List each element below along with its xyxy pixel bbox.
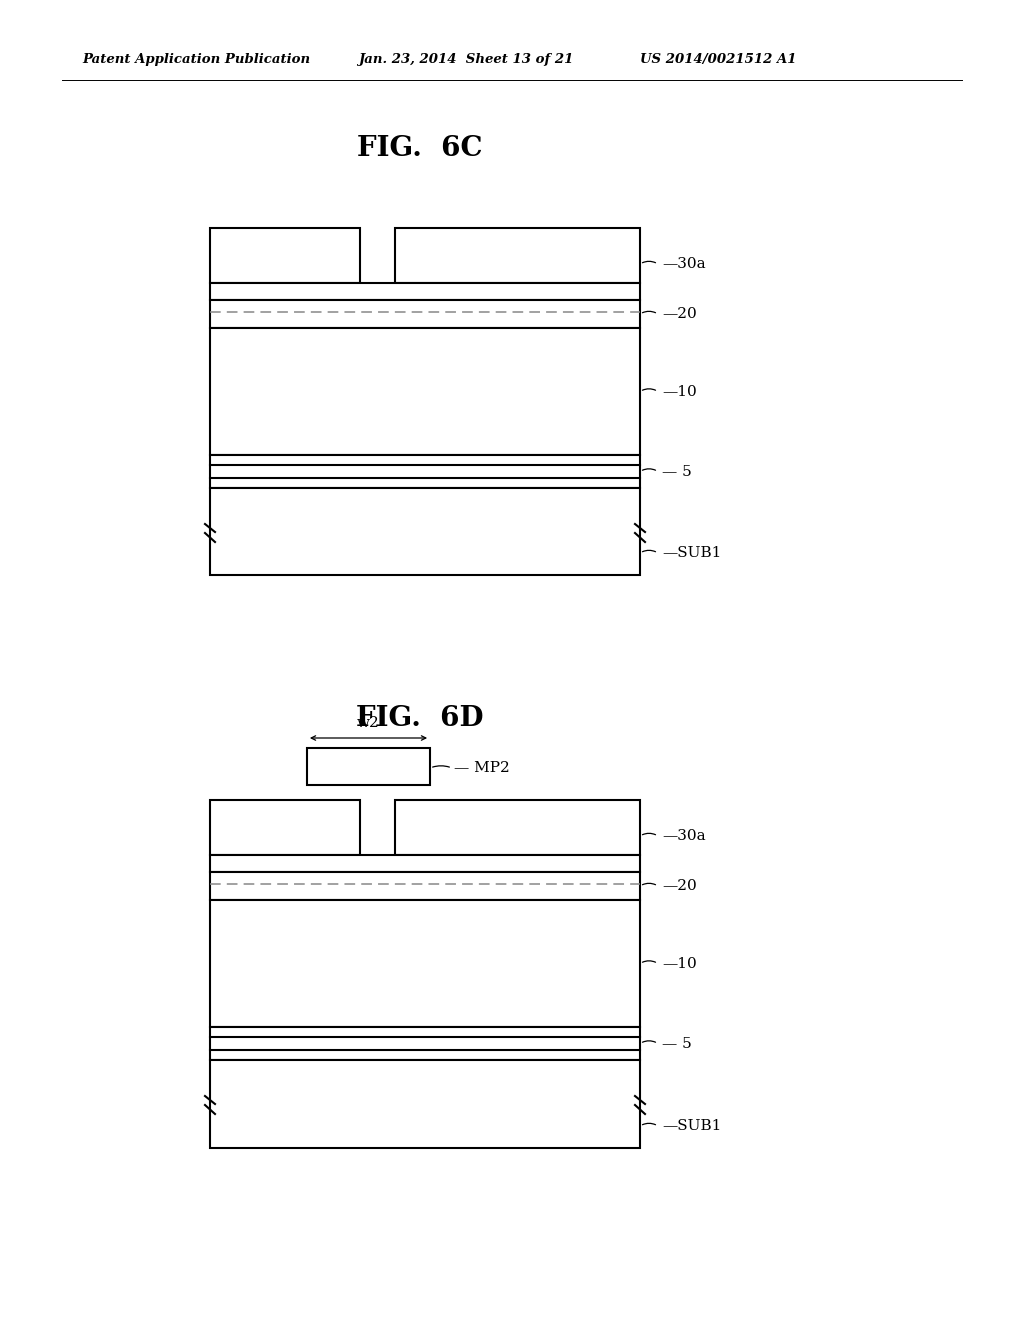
Text: w2: w2	[357, 715, 380, 730]
Text: —30a: —30a	[662, 829, 706, 843]
Bar	[210, 1060, 640, 1148]
Text: —10: —10	[662, 957, 696, 970]
Text: — MP2: — MP2	[454, 762, 510, 775]
Bar	[210, 855, 640, 873]
Bar	[210, 800, 360, 855]
Text: —20: —20	[662, 879, 696, 894]
Bar	[210, 327, 640, 455]
Text: FIG.  6C: FIG. 6C	[357, 135, 482, 161]
Text: —SUB1: —SUB1	[662, 546, 721, 560]
Text: —20: —20	[662, 308, 696, 321]
Bar	[395, 800, 640, 855]
Bar	[210, 300, 640, 327]
Text: US 2014/0021512 A1: US 2014/0021512 A1	[640, 54, 797, 66]
Bar	[395, 228, 640, 282]
Text: —10: —10	[662, 384, 696, 399]
Text: —SUB1: —SUB1	[662, 1119, 721, 1133]
Bar	[210, 455, 640, 488]
Bar	[210, 900, 640, 1027]
Bar	[307, 748, 430, 785]
Text: Jan. 23, 2014  Sheet 13 of 21: Jan. 23, 2014 Sheet 13 of 21	[358, 54, 573, 66]
Bar	[210, 1027, 640, 1060]
Bar	[210, 228, 360, 282]
Text: —30a: —30a	[662, 257, 706, 271]
Bar	[210, 873, 640, 900]
Text: — 5: — 5	[662, 1036, 692, 1051]
Text: — 5: — 5	[662, 465, 692, 479]
Bar	[210, 282, 640, 300]
Text: Patent Application Publication: Patent Application Publication	[82, 54, 310, 66]
Bar	[210, 488, 640, 576]
Text: FIG.  6D: FIG. 6D	[356, 705, 483, 731]
